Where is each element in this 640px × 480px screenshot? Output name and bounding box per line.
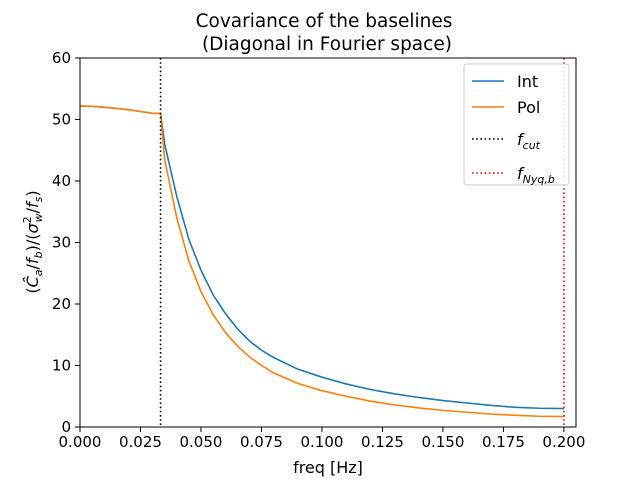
x-tick-label: 0.050 <box>179 433 222 451</box>
y-tick-label: 50 <box>52 111 71 129</box>
x-tick-label: 0.075 <box>240 433 283 451</box>
y-tick-label: 20 <box>52 295 71 313</box>
x-tick-label: 0.100 <box>300 433 343 451</box>
y-axis-label: (Ĉa/fb)/(σ2w/fs) <box>21 190 45 293</box>
legend-entry: fcut <box>517 130 541 152</box>
x-tick-label: 0.200 <box>542 433 585 451</box>
legend-entry: Int <box>517 72 538 91</box>
y-tick-label: 30 <box>52 234 71 252</box>
x-tick-label: 0.125 <box>361 433 404 451</box>
legend: Int Pol fcut fNyq,b <box>463 63 570 186</box>
series-line-pol <box>80 105 564 418</box>
plot-area <box>80 58 565 427</box>
legend-entry: fNyq,b <box>517 164 555 186</box>
y-tick-label: 10 <box>52 357 71 375</box>
axes: 0.000 0.025 0.050 0.075 0.100 0.125 0.150 0.175… <box>52 49 585 451</box>
chart-title-line1: Covariance of the baselines <box>196 11 453 32</box>
x-tick-label: 0.175 <box>482 433 525 451</box>
legend-box <box>463 63 570 186</box>
x-tick-label: 0.150 <box>421 433 464 451</box>
legend-entry: Pol <box>517 98 540 117</box>
x-tick-label: 0.000 <box>59 433 102 451</box>
chart-title-line2: (Diagonal in Fourier space) <box>196 34 452 55</box>
y-tick-label: 40 <box>52 172 71 190</box>
y-tick-label: 0 <box>61 418 71 436</box>
y-tick-label: 60 <box>52 49 71 67</box>
x-tick-label: 0.025 <box>119 433 162 451</box>
x-axis-label: freq [Hz] <box>293 458 363 477</box>
